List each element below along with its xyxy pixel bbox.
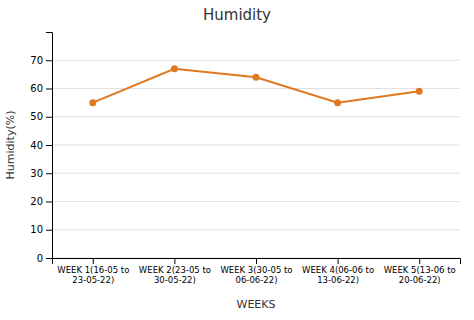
x-tick: WEEK 3(30-05 to06-06-22) [220, 258, 292, 285]
y-axis-title: Humidity(%) [4, 111, 17, 180]
y-tick: 10 [30, 224, 52, 235]
tick-label: 0 [37, 253, 43, 264]
grid-line [52, 145, 460, 146]
tick-label-line: 30-05-22) [154, 275, 196, 285]
chart-container: 010203040506070WEEK 1(16-05 to23-05-22)W… [0, 0, 474, 320]
point [253, 74, 260, 81]
tick-label: 10 [30, 224, 43, 235]
tick-label-line: WEEK 5(13-06 to [384, 265, 456, 275]
tick-label: WEEK 2(23-05 to30-05-22) [139, 265, 211, 285]
point [416, 88, 423, 95]
point [89, 99, 96, 106]
grid-line [52, 116, 460, 117]
chart-svg: 010203040506070WEEK 1(16-05 to23-05-22)W… [0, 0, 474, 320]
tick-label-line: WEEK 3(30-05 to [220, 265, 292, 275]
tick-label-line: WEEK 2(23-05 to [139, 265, 211, 275]
y-tick: 20 [30, 196, 52, 207]
tick-mark [256, 258, 257, 264]
title: Humidity [203, 6, 271, 24]
y-tick: 30 [30, 168, 52, 179]
point [171, 65, 178, 72]
y-axis: 0 10 20 30 40 50 60 70 [30, 33, 52, 264]
tick-label-line: 06-06-22) [236, 275, 278, 285]
tick-label: WEEK 4(06-06 to13-06-22) [302, 265, 374, 285]
y-tick: 60 [30, 83, 52, 94]
tick-label: 70 [30, 55, 43, 66]
tick-mark [419, 258, 420, 264]
tick-label-line: 13-06-22) [317, 275, 359, 285]
tick-mark [46, 173, 52, 174]
grid-line [52, 60, 460, 61]
x-tick: WEEK 5(13-06 to20-06-22) [384, 258, 456, 285]
grid-line [52, 201, 460, 202]
y-tick: 70 [30, 55, 52, 66]
tick-label-line: 20-06-22) [399, 275, 441, 285]
tick-label-line: WEEK 4(06-06 to [302, 265, 374, 275]
tick-label-line: 23-05-22) [72, 275, 114, 285]
tick-mark [46, 258, 52, 259]
grid-line [52, 229, 460, 230]
tick-label: 20 [30, 196, 43, 207]
tick-mark [338, 258, 339, 264]
x-tick: WEEK 4(06-06 to13-06-22) [302, 258, 374, 285]
tick-label-line: WEEK 1(16-05 to [57, 265, 129, 275]
x-axis-title: WEEKS [237, 298, 276, 311]
x-tick: WEEK 1(16-05 to23-05-22) [57, 258, 129, 285]
plot: 010203040506070WEEK 1(16-05 to23-05-22)W… [30, 33, 460, 285]
tick-mark [46, 230, 52, 231]
tick-label: WEEK 1(16-05 to23-05-22) [57, 265, 129, 285]
grid [52, 60, 460, 258]
tick-label: 40 [30, 140, 43, 151]
tick-label: 30 [30, 168, 43, 179]
tick-mark [46, 202, 52, 203]
tick-label: 50 [30, 111, 43, 122]
tick-mark [174, 258, 175, 264]
line [93, 69, 419, 103]
point [334, 99, 341, 106]
tick-mark [46, 60, 52, 61]
tick-label: WEEK 5(13-06 to20-06-22) [384, 265, 456, 285]
tick-label: 60 [30, 83, 43, 94]
tick-mark [93, 258, 94, 264]
grid-line [52, 88, 460, 89]
marks [89, 65, 422, 106]
y-tick: 50 [30, 111, 52, 122]
tick-mark [46, 89, 52, 90]
x-axis: WEEK 1(16-05 to23-05-22) WEEK 2(23-05 to3… [53, 258, 461, 285]
y-tick: 0 [37, 253, 52, 264]
tick-mark [46, 117, 52, 118]
grid-line [52, 173, 460, 174]
axis-domain [53, 259, 461, 265]
tick-mark [46, 145, 52, 146]
axis-domain [46, 33, 53, 259]
tick-label: WEEK 3(30-05 to06-06-22) [220, 265, 292, 285]
x-tick: WEEK 2(23-05 to30-05-22) [139, 258, 211, 285]
y-tick: 40 [30, 140, 52, 151]
